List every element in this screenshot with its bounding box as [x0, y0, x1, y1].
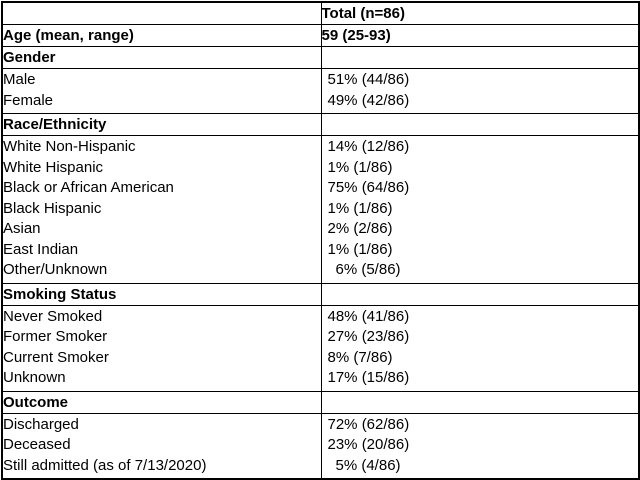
section-label-cell: Race/Ethnicity — [1, 113, 322, 136]
section-row: Gender — [1, 46, 640, 69]
table-row: Age (mean, range) 59 (25-93) — [1, 24, 640, 47]
item-label: Black or African American — [3, 179, 174, 196]
item-value: 1% (1/86) — [327, 240, 393, 258]
section-label-cell: Smoking Status — [1, 282, 322, 306]
group-values-cell: 14% (12/86) 1% (1/86) 75% (64/86) 1% (1/86)… — [320, 135, 640, 284]
group-labels-cell: Male Female — [1, 68, 322, 114]
group-labels-cell: Discharged Deceased Still admitted (as of … — [1, 412, 322, 480]
item-label: White Hispanic — [3, 158, 104, 176]
section-empty-cell — [320, 113, 640, 136]
item-value: 14% (12/86) — [327, 138, 410, 155]
item-label: Male — [3, 71, 36, 88]
header-total-cell: Total (n=86) — [320, 1, 640, 25]
section-empty-cell — [320, 46, 640, 69]
item-value: 48% (41/86) — [327, 307, 410, 325]
item-value: 1% (1/86) — [327, 158, 393, 176]
item-label: Current Smoker — [3, 348, 109, 366]
section-row: Smoking Status — [1, 282, 640, 306]
group-row: White Non-Hispanic White Hispanic Black or… — [1, 135, 640, 284]
item-label: Former Smoker — [3, 328, 108, 345]
section-empty-cell — [320, 282, 640, 306]
item-value: 2% (2/86) — [327, 220, 393, 237]
item-label: Other/Unknown — [3, 261, 108, 278]
group-labels-cell: Never Smoked Former Smoker Current Smoker U… — [1, 304, 322, 392]
item-value: 1% (1/86) — [327, 199, 393, 217]
header-empty-cell — [1, 1, 322, 25]
item-label: Still admitted (as of 7/13/2020) — [3, 456, 207, 474]
section-row: Race/Ethnicity — [1, 113, 640, 136]
row-label-cell: Age (mean, range) — [1, 24, 322, 47]
item-label: East Indian — [3, 240, 79, 258]
item-value: 23% (20/86) — [327, 436, 410, 453]
item-label: Unknown — [3, 369, 66, 386]
item-value: 17% (15/86) — [327, 369, 410, 386]
item-label: Black Hispanic — [3, 199, 102, 217]
item-value: 72% (62/86) — [327, 415, 410, 433]
item-label: White Non-Hispanic — [3, 138, 136, 155]
table-header-row: Total (n=86) — [1, 1, 640, 25]
item-value: 49% (42/86) — [327, 91, 410, 109]
item-value: 51% (44/86) — [327, 71, 410, 88]
item-label: Never Smoked — [3, 307, 103, 325]
item-label: Deceased — [3, 436, 71, 453]
item-label: Asian — [3, 220, 41, 237]
item-label: Discharged — [3, 415, 79, 433]
section-row: Outcome — [1, 390, 640, 414]
group-values-cell: 48% (41/86) 27% (23/86) 8% (7/86) 17% (15/8… — [320, 304, 640, 392]
item-value: 8% (7/86) — [327, 348, 393, 366]
group-labels-cell: White Non-Hispanic White Hispanic Black or… — [1, 135, 322, 284]
group-row: Never Smoked Former Smoker Current Smoker U… — [1, 304, 640, 392]
section-empty-cell — [320, 390, 640, 414]
group-values-cell: 72% (62/86) 23% (20/86) 5% (4/86) — [320, 412, 640, 480]
group-row: Male Female 51% (44/86) 49% (42/86) — [1, 68, 640, 114]
item-value: 6% (5/86) — [335, 261, 401, 278]
section-label-cell: Gender — [1, 46, 322, 69]
row-value-cell: 59 (25-93) — [320, 24, 640, 47]
item-value: 5% (4/86) — [335, 456, 401, 474]
item-value: 27% (23/86) — [327, 328, 410, 345]
group-values-cell: 51% (44/86) 49% (42/86) — [320, 68, 640, 114]
section-label-cell: Outcome — [1, 390, 322, 414]
item-label: Female — [3, 91, 54, 109]
item-value: 75% (64/86) — [327, 179, 410, 196]
group-row: Discharged Deceased Still admitted (as of … — [1, 412, 640, 480]
